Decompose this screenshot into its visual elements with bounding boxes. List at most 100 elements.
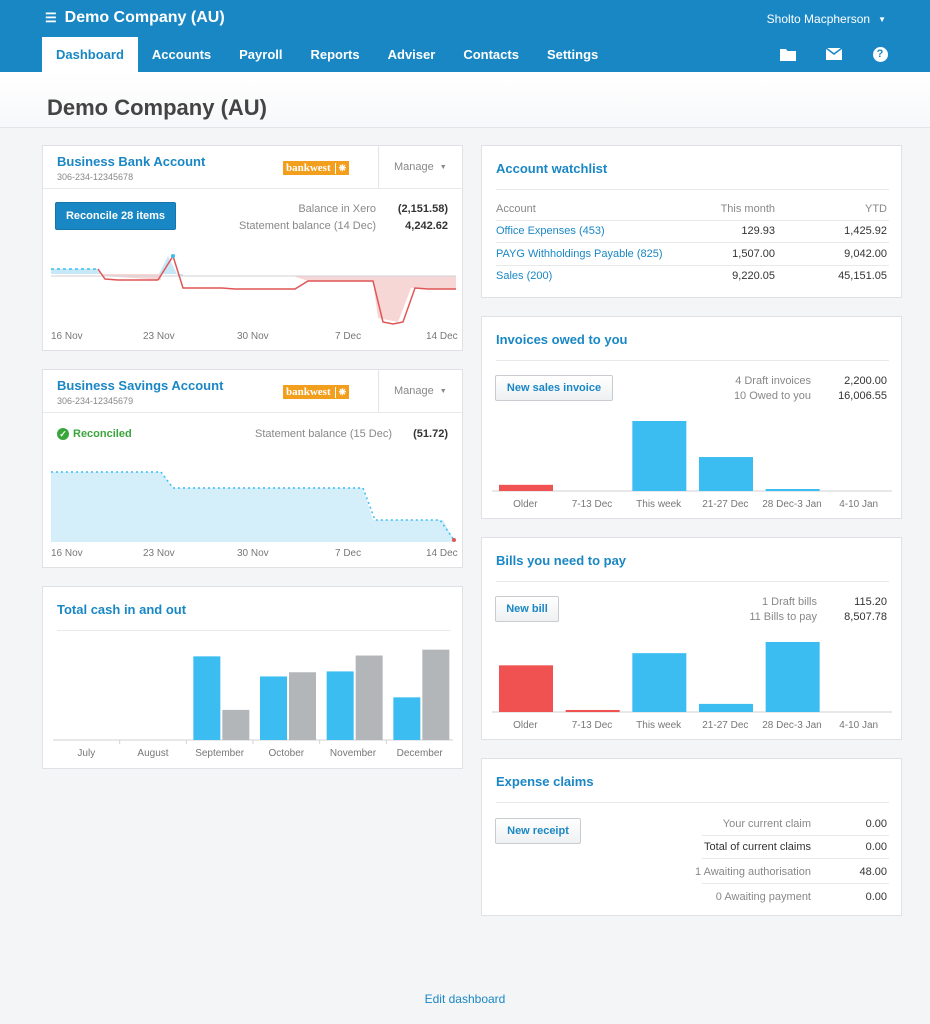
summary-link[interactable]: 11 Bills to pay <box>749 611 817 623</box>
x-tick-label: 16 Nov <box>51 548 83 559</box>
bar[interactable] <box>222 709 250 740</box>
x-tick-label: 16 Nov <box>51 331 83 342</box>
summary-link[interactable]: 1 Draft bills <box>761 596 817 608</box>
cash-in-out-chart: July August September October November Decemb… <box>53 649 453 759</box>
x-tick-label: 7 Dec <box>335 548 361 559</box>
tab-payroll[interactable]: Payroll <box>239 47 283 62</box>
balance-line <box>51 471 455 541</box>
bar[interactable] <box>632 421 687 491</box>
savings-account-card: Business Savings Account 306-234-1234567… <box>42 369 464 568</box>
x-tick-label: October <box>269 748 305 759</box>
bar[interactable] <box>355 655 383 740</box>
x-tick-label: 28 Dec-3 Jan <box>762 499 821 510</box>
divider <box>496 265 889 266</box>
bar[interactable] <box>565 709 620 712</box>
card-title[interactable]: Account watchlist <box>496 161 608 176</box>
mail-icon[interactable] <box>824 44 844 64</box>
account-number: 306-234-12345678 <box>57 172 134 182</box>
balance-label: Balance in Xero <box>298 203 376 215</box>
divider <box>496 220 889 221</box>
x-tick-label: 23 Nov <box>143 331 175 342</box>
account-link[interactable]: Sales (200) <box>496 270 553 282</box>
manage-dropdown[interactable]: Manage ▼ <box>378 370 464 412</box>
tab-adviser[interactable]: Adviser <box>387 47 436 62</box>
watchlist-card: Account watchlist Account This month YTD… <box>481 145 902 298</box>
card-title[interactable]: Expense claims <box>496 774 594 789</box>
new-sales-invoice-button[interactable]: New sales invoice <box>495 375 613 401</box>
bank-mark-icon: ❋ <box>334 162 346 174</box>
account-name-link[interactable]: Business Savings Account <box>57 378 224 393</box>
card-title[interactable]: Invoices owed to you <box>496 332 628 347</box>
card-title[interactable]: Bills you need to pay <box>496 553 627 568</box>
tab-accounts[interactable]: Accounts <box>151 47 212 62</box>
org-switcher[interactable]: ☰ Demo Company (AU) <box>45 9 225 27</box>
user-menu[interactable]: Sholto Macpherson ▼ <box>767 12 886 26</box>
bar[interactable] <box>260 676 287 740</box>
bar[interactable] <box>422 649 450 740</box>
chevron-down-icon[interactable]: ▼ <box>439 163 447 171</box>
chevron-down-icon[interactable]: ▼ <box>878 14 886 24</box>
cash-in-out-card: Total cash in and out July August Septembe… <box>42 586 463 769</box>
balance-value: (2,151.58) <box>397 203 448 215</box>
tab-contacts[interactable]: Contacts <box>463 47 519 62</box>
card-title[interactable]: Total cash in and out <box>57 602 187 617</box>
bar[interactable] <box>632 653 687 712</box>
month-value: 9,220.05 <box>732 270 775 282</box>
summary-link[interactable]: 4 Draft invoices <box>735 375 811 387</box>
x-tick-label: 30 Nov <box>237 331 269 342</box>
savings-x-labels: 16 Nov 23 Nov 30 Nov 7 Dec 14 Dec <box>51 548 458 559</box>
account-name-link[interactable]: Business Bank Account <box>57 154 206 169</box>
folder-icon[interactable] <box>778 44 798 64</box>
bank-logo: bankwest ❋ <box>283 161 350 175</box>
column-header: Account <box>496 203 536 215</box>
help-icon[interactable]: ? <box>870 44 890 64</box>
tab-dashboard[interactable]: Dashboard <box>42 37 138 72</box>
manage-dropdown[interactable]: Manage ▼ <box>378 146 464 188</box>
reconciled-status: ✓ Reconciled <box>57 428 132 440</box>
savings-balance-chart: 16 Nov 23 Nov 30 Nov 7 Dec 14 Dec <box>51 471 458 559</box>
company-name[interactable]: Demo Company (AU) <box>64 9 225 26</box>
balance-area <box>51 472 454 542</box>
menu-icon[interactable]: ☰ <box>45 10 57 25</box>
x-tick-label: 30 Nov <box>237 548 269 559</box>
bar[interactable] <box>193 656 221 740</box>
bar[interactable] <box>765 642 820 712</box>
bar[interactable] <box>499 665 553 712</box>
top-bar: ☰ Demo Company (AU) Sholto Macpherson ▼ … <box>0 0 930 72</box>
user-name[interactable]: Sholto Macpherson <box>766 12 871 26</box>
bar[interactable] <box>289 672 316 740</box>
account-number: 306-234-12345679 <box>57 396 134 406</box>
bar[interactable] <box>393 697 421 740</box>
new-receipt-button[interactable]: New receipt <box>495 818 581 844</box>
summary-link[interactable]: 10 Owed to you <box>733 390 811 402</box>
bar[interactable] <box>326 671 354 740</box>
claim-value: 48.00 <box>859 866 887 878</box>
bank-x-labels: 16 Nov 23 Nov 30 Nov 7 Dec 14 Dec <box>51 331 458 342</box>
x-tick-label: 23 Nov <box>143 548 175 559</box>
main-nav: Dashboard Accounts Payroll Reports Adviser Co… <box>42 37 612 72</box>
x-tick-label: December <box>397 748 444 759</box>
account-link[interactable]: PAYG Withholdings Payable (825) <box>496 248 663 260</box>
tab-settings[interactable]: Settings <box>546 47 599 62</box>
data-point <box>452 538 456 542</box>
data-point <box>171 254 175 258</box>
reconcile-button[interactable]: Reconcile 28 items <box>55 202 176 230</box>
bar[interactable] <box>765 489 820 491</box>
tab-reports[interactable]: Reports <box>310 47 360 62</box>
account-link[interactable]: Office Expenses (453) <box>496 225 605 237</box>
chevron-down-icon[interactable]: ▼ <box>439 387 447 395</box>
claim-link[interactable]: 0 Awaiting payment <box>715 891 811 903</box>
claim-link[interactable]: 1 Awaiting authorisation <box>695 866 811 878</box>
bar[interactable] <box>499 484 553 491</box>
negative-area <box>183 276 456 322</box>
bar[interactable] <box>699 703 753 712</box>
x-tick-label: 21-27 Dec <box>702 499 748 510</box>
expense-claims-card: Expense claims New receipt Your current … <box>481 758 902 916</box>
statement-label: Statement balance (14 Dec) <box>239 220 376 232</box>
x-tick-label: November <box>330 748 377 759</box>
x-tick-label: July <box>77 748 95 759</box>
bar[interactable] <box>699 457 753 491</box>
new-bill-button[interactable]: New bill <box>495 596 559 622</box>
bills-chart: Older 7-13 Dec This week 21-27 Dec 28 Dec-3 … <box>492 642 892 731</box>
edit-dashboard-link[interactable]: Edit dashboard <box>424 992 506 1006</box>
